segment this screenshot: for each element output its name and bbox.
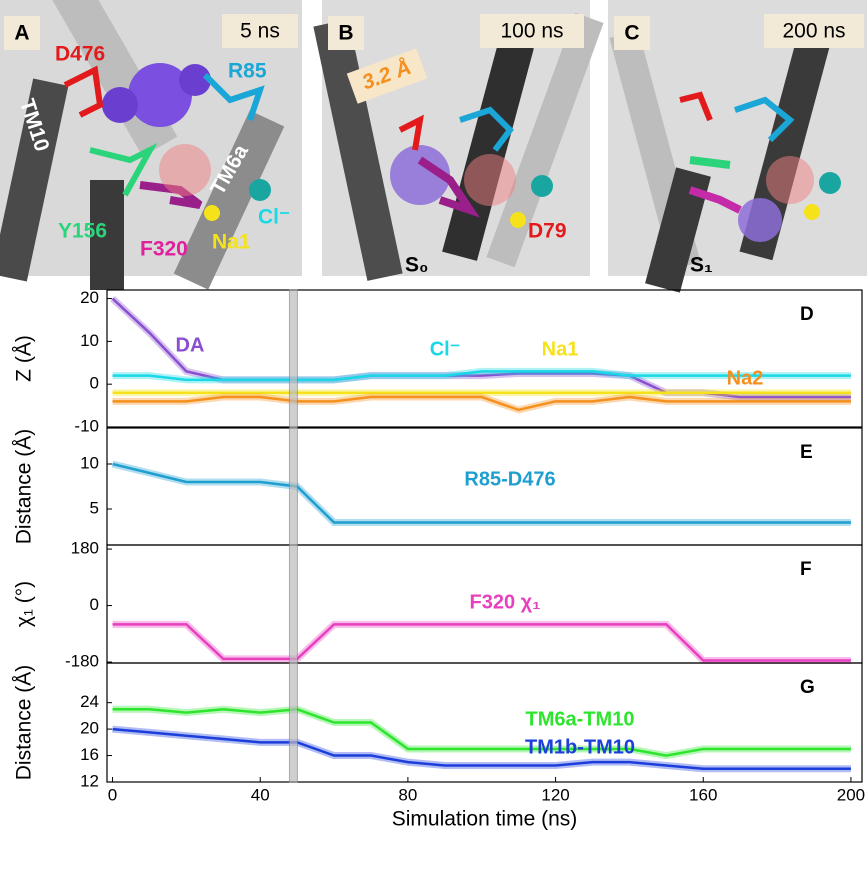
ion xyxy=(510,212,526,228)
x-tick-label: 80 xyxy=(398,785,417,804)
mesh xyxy=(766,156,814,204)
ion-label: Cl⁻ xyxy=(258,206,290,229)
time-marker xyxy=(289,290,297,782)
time-label: 100 ns xyxy=(500,20,563,43)
y-tick-label: 16 xyxy=(80,745,99,764)
y-tick-label: 20 xyxy=(80,288,99,307)
plot-frame xyxy=(107,290,862,427)
x-tick-label: 40 xyxy=(251,785,270,804)
y-tick-label: 5 xyxy=(90,498,99,517)
y-tick-label: 0 xyxy=(90,595,99,614)
series-label: Na1 xyxy=(542,338,579,360)
series-line xyxy=(113,709,851,755)
series-band xyxy=(113,397,851,410)
y-tick-label: 0 xyxy=(90,374,99,393)
x-tick-label: 200 xyxy=(837,785,865,804)
series-label: F320 χ₁ xyxy=(470,591,541,613)
y-tick-label: 24 xyxy=(80,692,99,711)
ion xyxy=(249,179,271,201)
ion xyxy=(204,205,220,221)
time-label: 5 ns xyxy=(240,20,280,43)
molecule xyxy=(738,198,782,242)
series-label: TM1b-TM10 xyxy=(525,736,635,758)
ion xyxy=(804,204,820,220)
y-tick-label: -180 xyxy=(65,652,99,671)
mesh xyxy=(159,144,211,196)
y-tick-label: 20 xyxy=(80,719,99,738)
panel-letter: B xyxy=(338,22,353,45)
residue-label: D79 xyxy=(528,220,567,243)
panel-letter: G xyxy=(800,677,815,698)
residue-label: D476 xyxy=(55,43,105,66)
y-tick-label: 10 xyxy=(80,331,99,350)
molecule xyxy=(102,87,138,123)
panel-letter: E xyxy=(800,442,813,463)
panel-letter: F xyxy=(800,559,812,580)
series-band xyxy=(113,624,851,660)
y-axis-label: χ₁ (°) xyxy=(13,581,36,627)
mesh xyxy=(464,154,516,206)
series-label: TM6a-TM10 xyxy=(526,708,635,730)
x-tick-label: 160 xyxy=(689,785,717,804)
figure: A 5 ns D476 R85 TM10 TM6a Y156 F320 Na1 … xyxy=(0,0,867,874)
panel-letter: C xyxy=(624,22,639,45)
y-tick-label: 10 xyxy=(80,453,99,472)
y-axis-label: Distance (Å) xyxy=(13,429,36,545)
ion xyxy=(531,175,553,197)
ion-label: Na1 xyxy=(212,231,251,254)
state-label: S₁ xyxy=(690,254,713,277)
y-tick-label: -10 xyxy=(74,416,99,435)
y-axis-label: Distance (Å) xyxy=(13,665,36,781)
residue xyxy=(690,160,730,165)
series-label: DA xyxy=(176,334,205,356)
x-axis-label: Simulation time (ns) xyxy=(392,808,578,831)
residue-label: Y156 xyxy=(58,220,107,243)
image-panel-c: C 200 ns S₁ xyxy=(608,0,867,293)
image-panel-a: A 5 ns D476 R85 TM10 TM6a Y156 F320 Na1 … xyxy=(0,0,302,290)
image-panel-b: B 100 ns 3.2 Å D79 S₀ xyxy=(313,0,603,281)
ion xyxy=(819,172,841,194)
residue-label: R85 xyxy=(228,60,267,83)
y-axis-label: Z (Å) xyxy=(13,335,36,382)
y-tick-label: 12 xyxy=(80,771,99,790)
time-label: 200 ns xyxy=(782,20,845,43)
series-label: Na2 xyxy=(727,367,764,389)
panel-letter: A xyxy=(14,22,29,45)
residue-label: F320 xyxy=(140,238,188,261)
x-tick-label: 120 xyxy=(541,785,569,804)
state-label: S₀ xyxy=(405,254,428,277)
series-label: R85-D476 xyxy=(464,468,555,490)
x-tick-label: 0 xyxy=(108,785,117,804)
charts: -10 0 10 20 Z (Å) D DA Cl⁻ Na1 Na2 5 10 Distance (Å)… xyxy=(13,288,866,831)
series-label: Cl⁻ xyxy=(430,338,461,360)
y-tick-label: 180 xyxy=(71,539,99,558)
panel-letter: D xyxy=(800,304,814,325)
